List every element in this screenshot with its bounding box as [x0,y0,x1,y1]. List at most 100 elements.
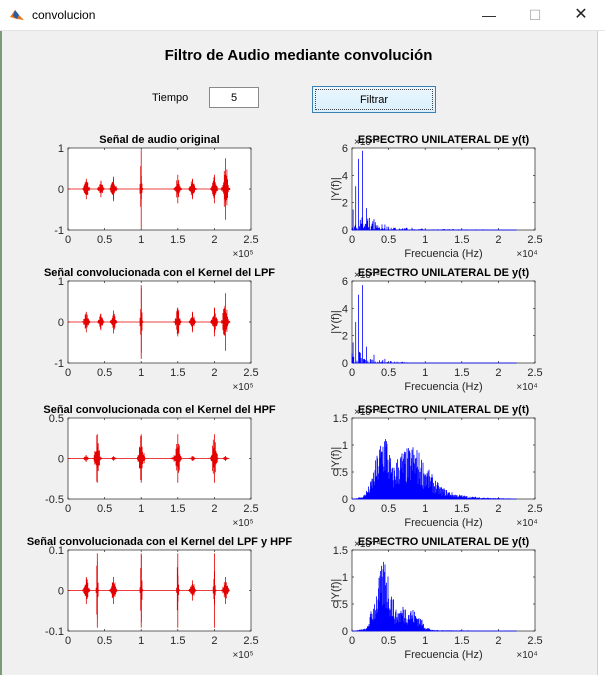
chart-spec-hpf: ESPECTRO UNILATERAL DE y(t) 0 0.5 1 1.5 2 2.5 0… [330,404,543,529]
tiempo-input[interactable] [209,87,259,108]
chart-spec-lpf: ESPECTRO UNILATERAL DE y(t) 0 0.5 1 1.5 2 2.5 0… [330,267,543,393]
x-tick-label: 1.5 [454,367,469,379]
x-tick-label: 0 [65,503,71,515]
y-tick-label: -0.1 [45,626,64,638]
y-tick-label: 6 [342,143,348,155]
x-tick-label: 1.5 [454,635,469,647]
y-tick-label: 1 [342,440,348,452]
window-title: convolucion [32,8,96,22]
left-window-edge [0,31,2,675]
y-tick-label: 2 [342,198,348,210]
x-exponent-label: ×10⁵ [232,249,253,260]
x-exponent-label: ×10⁴ [516,650,537,661]
x-axis-label: Frecuencia (Hz) [404,517,482,529]
x-tick-label: 0 [349,635,355,647]
x-tick-label: 2.5 [527,503,542,515]
minimize-button[interactable]: — [482,7,496,23]
x-tick-label: 0 [65,234,71,246]
x-exponent-label: ×10⁴ [516,518,537,529]
x-tick-label: 0.5 [97,635,112,647]
x-tick-label: 1.5 [454,503,469,515]
x-tick-label: 1 [138,367,144,379]
x-tick-label: 1.5 [170,367,185,379]
y-tick-label: 0.1 [49,545,64,557]
x-tick-label: 2.5 [527,367,542,379]
tiempo-label: Tiempo [152,92,189,104]
x-exponent-label: ×10⁵ [232,650,253,661]
x-tick-label: 1 [422,635,428,647]
x-tick-label: 0 [65,635,71,647]
x-exponent-label: ×10⁴ [516,249,537,260]
x-tick-label: 1 [138,234,144,246]
x-tick-label: 2.5 [527,234,542,246]
y-exponent-label: ×10⁻⁴ [354,539,381,550]
x-axis-label: Frecuencia (Hz) [404,381,482,393]
y-tick-label: 1.5 [333,545,348,557]
x-tick-label: 0 [349,367,355,379]
x-tick-label: 2.5 [243,635,258,647]
y-tick-label: 1.5 [333,413,348,425]
right-window-edge [597,31,605,675]
x-tick-label: 2 [211,367,217,379]
y-tick-label: 0 [58,317,64,329]
y-tick-label: 0 [342,358,348,370]
y-tick-label: -0.5 [45,494,64,506]
chart-spec-original: ESPECTRO UNILATERAL DE y(t) 0 0.5 1 1.5 2 2.5 0… [330,134,543,260]
x-exponent-label: ×10⁴ [516,382,537,393]
x-tick-label: 1.5 [454,234,469,246]
y-tick-label: 1 [58,143,64,155]
y-axis-label: |Y(f)| [330,177,342,200]
filtrar-button[interactable]: Filtrar [312,86,436,113]
y-tick-label: 2 [342,331,348,343]
signal-trace [68,434,230,483]
x-tick-label: 1 [422,234,428,246]
chart-hpf: Señal convolucionada con el Kernel del H… [43,404,276,529]
y-exponent-label: ×10⁻³ [354,137,380,148]
chart-title: Señal convolucionada con el Kernel del H… [43,404,276,416]
x-tick-label: 2.5 [243,367,258,379]
x-tick-label: 0.5 [381,503,396,515]
spectrum-trace [352,561,517,632]
x-tick-label: 0 [65,367,71,379]
maximize-button[interactable]: ☐ [528,7,542,23]
x-tick-label: 1.5 [170,234,185,246]
x-tick-label: 2 [495,367,501,379]
chart-title: ESPECTRO UNILATERAL DE y(t) [358,536,530,548]
signal-trace [68,150,231,228]
chart-title: ESPECTRO UNILATERAL DE y(t) [358,134,530,146]
y-tick-label: 0 [58,184,64,196]
x-tick-label: 0.5 [381,234,396,246]
y-tick-label: 0 [58,454,64,466]
x-tick-label: 2 [211,635,217,647]
chart-bpf: Señal convolucionada con el Kernel del L… [27,536,293,661]
y-tick-label: -1 [54,225,64,237]
chart-title: Señal convolucionada con el Kernel del L… [44,267,275,279]
x-tick-label: 2 [495,635,501,647]
plot-area [351,147,536,231]
y-tick-label: 0.5 [333,467,348,479]
y-axis-label: |Y(f)| [330,310,342,333]
x-tick-label: 2 [211,234,217,246]
x-axis-label: Frecuencia (Hz) [404,649,482,661]
y-tick-label: 1 [342,572,348,584]
x-tick-label: 1 [422,503,428,515]
x-tick-label: 1.5 [170,635,185,647]
chart-title: ESPECTRO UNILATERAL DE y(t) [358,267,530,279]
title-bar[interactable]: convolucion — ☐ ✕ [0,0,605,31]
y-axis-label: |Y(f)| [330,579,342,602]
y-tick-label: 4 [342,303,348,315]
chart-title: Señal convolucionada con el Kernel del L… [27,536,293,548]
x-tick-label: 2 [495,234,501,246]
x-tick-label: 2.5 [243,234,258,246]
page-title: Filtro de Audio mediante convolución [164,47,433,64]
spectrum-trace [351,150,517,231]
spectrum-trace [352,439,517,500]
x-tick-label: 1 [138,503,144,515]
x-tick-label: 0.5 [97,503,112,515]
x-tick-label: 2.5 [527,635,542,647]
x-tick-label: 0.5 [97,234,112,246]
close-button[interactable]: ✕ [574,6,588,23]
y-tick-label: 0 [342,626,348,638]
